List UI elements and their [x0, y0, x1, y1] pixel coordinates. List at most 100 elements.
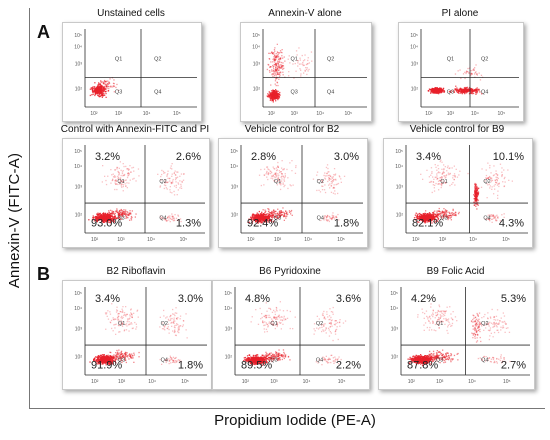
event-dot	[97, 358, 99, 360]
event-dot	[451, 90, 453, 92]
event-dot	[442, 214, 445, 217]
event-dot	[442, 181, 444, 183]
event-dot	[326, 175, 328, 177]
event-dot	[259, 357, 261, 359]
event-dot	[282, 182, 284, 184]
event-dot	[277, 62, 279, 64]
event-dot	[104, 83, 106, 85]
event-dot	[95, 90, 97, 93]
event-dot	[456, 176, 459, 178]
event-dot	[174, 361, 176, 364]
event-dot	[261, 220, 263, 222]
event-dot	[282, 211, 284, 213]
event-dot	[434, 164, 436, 166]
event-dot	[97, 357, 99, 359]
event-dot	[112, 330, 114, 332]
y-tick-label: 10⁴	[410, 44, 418, 50]
event-dot	[431, 89, 433, 92]
event-dot	[120, 311, 122, 313]
event-dot	[119, 354, 122, 356]
event-dot	[307, 63, 309, 65]
event-dot	[117, 175, 119, 178]
event-dot	[282, 169, 284, 171]
event-dot	[98, 356, 100, 359]
event-dot	[275, 316, 277, 319]
event-dot	[99, 214, 101, 216]
event-dot	[467, 88, 469, 90]
event-dot	[252, 362, 254, 364]
y-tick-label: 10³	[411, 61, 419, 67]
event-dot	[324, 172, 326, 174]
event-dot	[264, 315, 266, 318]
quadrant-label-q2: Q2	[317, 179, 324, 185]
event-dot	[278, 213, 280, 216]
event-dot	[432, 91, 434, 93]
event-dot	[109, 216, 111, 218]
event-dot	[488, 178, 490, 180]
event-dot	[267, 215, 269, 217]
event-dot	[107, 310, 109, 312]
event-dot	[128, 330, 130, 332]
y-tick-label: 10³	[231, 185, 239, 191]
event-dot	[274, 80, 277, 82]
event-dot	[487, 177, 489, 179]
event-dot	[267, 95, 269, 97]
event-dot	[108, 213, 110, 215]
event-dot	[171, 317, 173, 320]
event-dot	[252, 217, 255, 219]
event-dot	[268, 95, 271, 97]
event-dot	[103, 362, 106, 364]
event-dot	[108, 364, 110, 366]
event-dot	[493, 193, 495, 195]
event-dot	[496, 180, 498, 182]
event-dot	[262, 218, 265, 220]
event-dot	[274, 61, 276, 63]
event-dot	[476, 187, 478, 189]
event-dot	[266, 171, 268, 174]
event-dot	[436, 214, 439, 216]
event-dot	[475, 188, 477, 190]
event-dot	[452, 214, 454, 216]
event-dot	[173, 219, 176, 222]
event-dot	[504, 176, 506, 179]
event-dot	[294, 62, 296, 65]
event-dot	[255, 357, 257, 359]
event-dot	[101, 357, 103, 360]
event-dot	[113, 324, 115, 326]
event-dot	[425, 210, 427, 212]
event-dot	[476, 92, 478, 94]
y-tick-label: 10³	[396, 185, 404, 191]
event-dot	[177, 219, 179, 221]
event-dot	[133, 352, 135, 354]
event-dot	[118, 215, 120, 217]
quadrant-label-q1: Q1	[118, 321, 125, 327]
event-dot	[270, 93, 272, 95]
quadrant-label-q3: Q3	[274, 216, 281, 222]
event-dot	[300, 75, 302, 77]
event-dot	[434, 217, 436, 219]
event-dot	[126, 355, 128, 358]
y-tick-label: 10²	[253, 87, 261, 93]
event-dot	[441, 168, 443, 170]
event-dot	[104, 357, 106, 359]
event-dot	[93, 90, 95, 92]
event-dot	[503, 177, 505, 180]
quadrant-label-q2: Q2	[154, 56, 161, 62]
event-dot	[119, 359, 121, 361]
event-dot	[119, 161, 121, 163]
event-dot	[278, 78, 280, 80]
event-dot	[441, 173, 444, 175]
event-dot	[289, 359, 291, 361]
event-dot	[271, 221, 273, 223]
event-dot	[167, 216, 169, 219]
x-tick-label: 10⁵	[181, 379, 189, 385]
event-dot	[307, 70, 309, 72]
event-dot	[113, 83, 115, 85]
event-dot	[331, 177, 333, 180]
event-dot	[495, 219, 497, 221]
event-dot	[131, 167, 133, 169]
event-dot	[430, 91, 432, 93]
event-dot	[164, 181, 166, 184]
event-dot	[422, 214, 425, 216]
event-dot	[276, 81, 278, 83]
